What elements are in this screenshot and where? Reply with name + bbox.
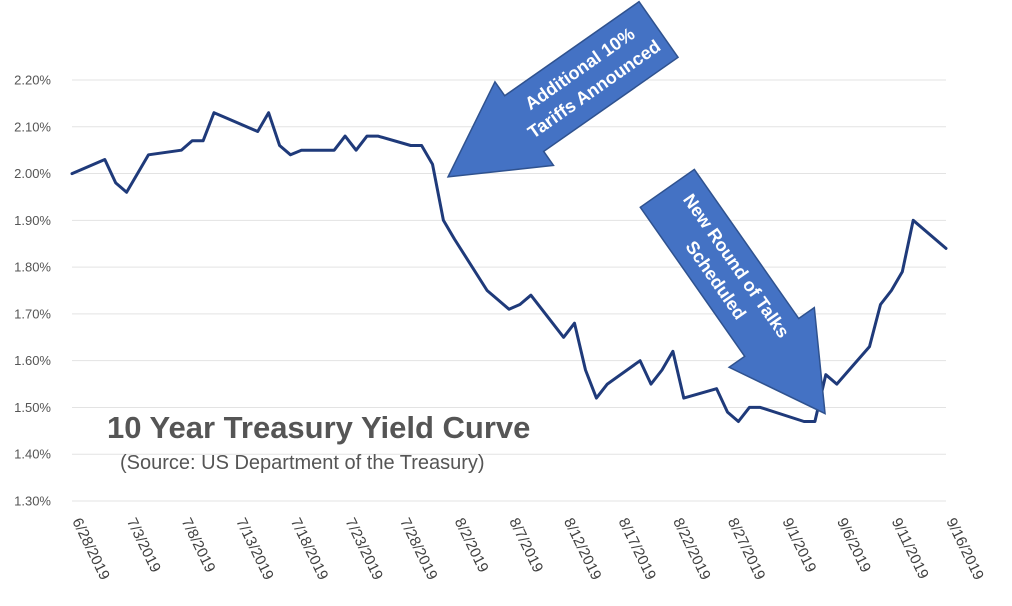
tariffs-arrow-shape [446,0,680,178]
x-tick-label: 8/12/2019 [560,515,605,582]
y-tick-label: 1.80% [14,260,51,275]
y-tick-label: 1.70% [14,306,51,321]
y-tick-label: 1.30% [14,494,51,509]
talks-annotation-arrow: New Round of Talks Scheduled [639,168,826,415]
x-tick-label: 6/28/2019 [68,515,113,582]
y-axis-ticks: 1.30% 1.40% 1.50% 1.60% 1.70% 1.80% 1.90% 2.00%… [14,73,51,509]
x-tick-label: 8/7/2019 [505,515,546,575]
x-tick-label: 7/3/2019 [123,515,164,575]
x-tick-label: 7/28/2019 [396,515,441,582]
x-tick-label: 7/23/2019 [342,515,387,582]
y-tick-label: 1.60% [14,353,51,368]
x-tick-label: 7/8/2019 [178,515,219,575]
x-axis-ticks: 6/28/2019 7/3/2019 7/8/2019 7/13/2019 7/18/2… [68,515,987,582]
x-tick-label: 8/17/2019 [615,515,660,582]
tariffs-annotation-arrow: Additional 10% Tariffs Announced [446,0,680,178]
chart-subtitle: (Source: US Department of the Treasury) [120,452,485,474]
y-tick-label: 2.00% [14,166,51,181]
chart-title: 10 Year Treasury Yield Curve [107,410,531,445]
series-layer [70,111,948,423]
y-tick-label: 1.90% [14,213,51,228]
x-tick-label: 8/2/2019 [451,515,492,575]
x-tick-label: 7/18/2019 [287,515,332,582]
x-tick-label: 9/1/2019 [779,515,820,575]
y-tick-label: 2.20% [14,73,51,88]
x-tick-label: 8/22/2019 [669,515,714,582]
y-tick-label: 2.10% [14,119,51,134]
x-tick-label: 9/6/2019 [833,515,874,575]
y-tick-label: 1.40% [14,447,51,462]
talks-arrow-shape [639,168,826,415]
x-tick-label: 8/27/2019 [724,515,769,582]
x-tick-label: 9/11/2019 [888,515,932,581]
x-tick-label: 9/16/2019 [942,515,987,582]
x-tick-label: 7/13/2019 [232,515,277,582]
series-line [70,111,948,423]
y-tick-label: 1.50% [14,400,51,415]
